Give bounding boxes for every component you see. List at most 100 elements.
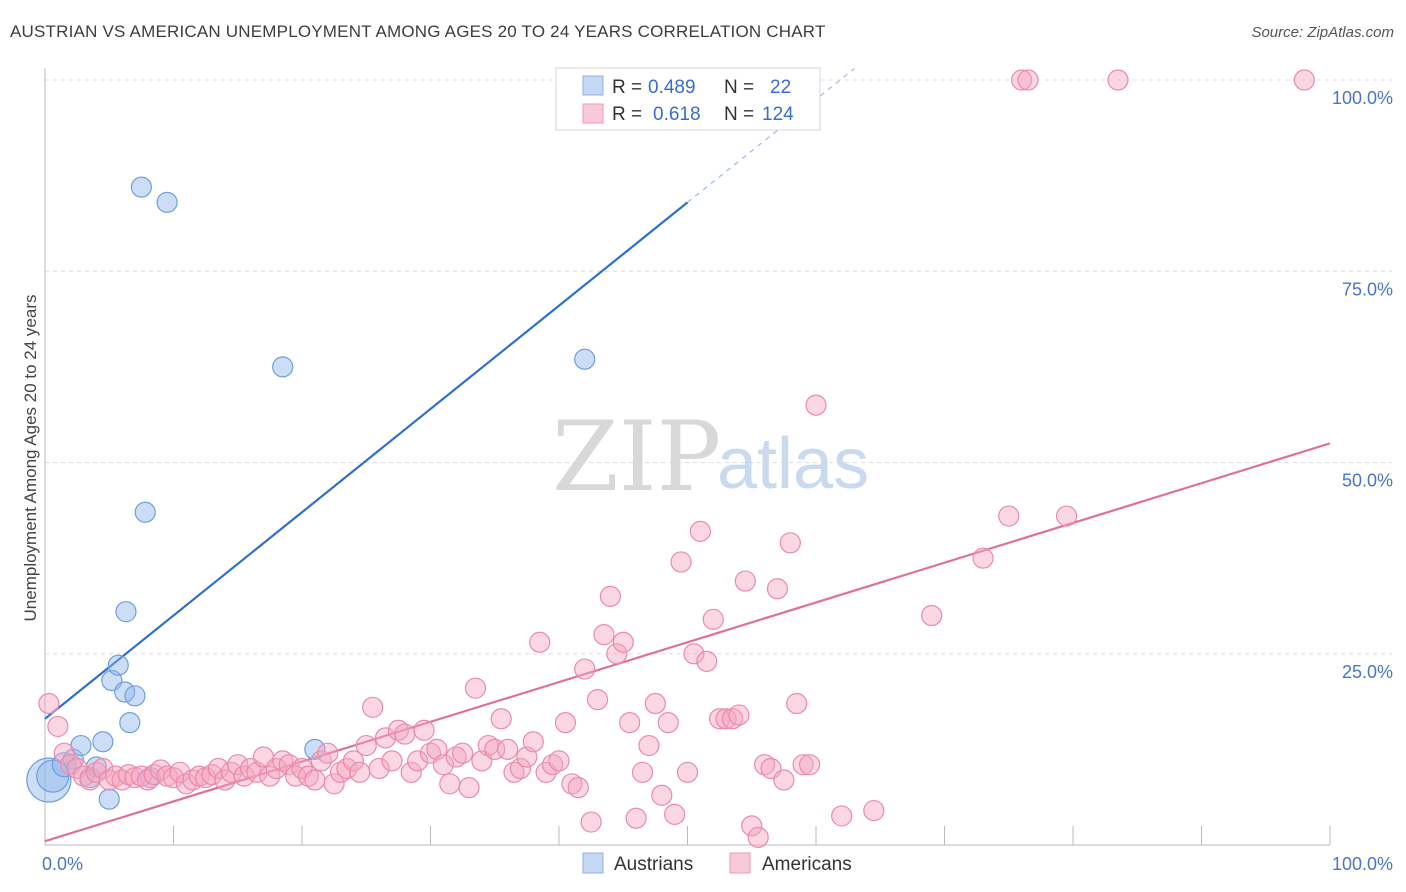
data-point	[182, 769, 204, 791]
data-point	[509, 757, 532, 780]
data-point	[921, 604, 943, 627]
data-point	[676, 761, 699, 783]
data-point	[664, 803, 686, 826]
data-point	[304, 769, 326, 791]
data-point	[47, 715, 69, 738]
data-point	[683, 643, 705, 665]
data-point	[119, 711, 141, 734]
data-point	[567, 777, 589, 799]
data-point	[452, 742, 474, 764]
y-tick-labels: 25.0% 50.0% 75.0% 100.0%	[1332, 88, 1393, 682]
data-point	[413, 719, 435, 741]
data-point	[134, 501, 156, 523]
data-point	[349, 761, 371, 783]
data-point	[98, 788, 120, 810]
data-point	[72, 765, 95, 787]
data-point	[670, 551, 692, 573]
data-point	[278, 754, 300, 776]
data-point	[464, 677, 487, 699]
y-tick-label: 100.0%	[1332, 88, 1393, 108]
legend-n-label: N =	[724, 77, 754, 98]
y-axis-label: Unemployment Among Ages 20 to 24 years	[21, 295, 40, 622]
legend-r-value: 0.489	[648, 77, 696, 98]
data-point	[625, 807, 647, 829]
data-point	[381, 750, 403, 772]
data-point	[998, 505, 1020, 527]
data-point	[574, 348, 596, 370]
bottom-legend-swatch-americans	[729, 852, 751, 874]
data-point	[400, 761, 422, 783]
gridlines	[45, 79, 1392, 655]
data-point	[831, 805, 853, 827]
data-point	[599, 585, 622, 607]
trendline-austrians	[44, 201, 689, 720]
data-point	[612, 631, 634, 653]
correlation-legend: R = 0.489 N = 22 R = 0.618 N = 124	[555, 67, 821, 131]
data-point	[753, 754, 776, 776]
data-point	[92, 757, 114, 780]
axes	[44, 68, 1331, 846]
series-americans	[38, 69, 1315, 848]
data-points	[26, 69, 1315, 848]
data-point	[863, 799, 885, 822]
data-point	[490, 708, 512, 730]
data-point	[548, 750, 570, 772]
data-point	[773, 769, 795, 791]
data-point	[175, 773, 197, 795]
data-point	[387, 719, 409, 741]
data-point	[696, 650, 718, 673]
data-point	[580, 811, 602, 833]
data-point	[1293, 69, 1315, 91]
data-point	[156, 765, 178, 787]
data-point	[689, 520, 711, 542]
data-point	[554, 711, 577, 734]
x-tick-label: 0.0%	[42, 854, 83, 874]
watermark-atlas: atlas	[717, 424, 869, 504]
data-point	[522, 731, 544, 753]
data-point	[529, 631, 551, 653]
data-point	[445, 746, 467, 768]
data-point	[458, 777, 480, 799]
data-point	[702, 608, 724, 630]
watermark: ZIP atlas	[552, 401, 869, 513]
legend-n-value: 124	[762, 104, 794, 125]
legend-n-value: 22	[770, 77, 791, 98]
y-tick-label: 25.0%	[1342, 662, 1393, 682]
data-point	[728, 704, 750, 726]
data-point	[272, 356, 294, 378]
data-point	[574, 658, 596, 680]
data-point	[156, 191, 178, 213]
trendlines	[44, 68, 1331, 843]
data-point	[317, 742, 339, 764]
x-tick-label: 100.0%	[1332, 854, 1393, 874]
data-point	[1055, 505, 1078, 527]
legend-r-label: R =	[612, 77, 642, 98]
data-point	[362, 696, 384, 718]
data-point	[484, 738, 506, 760]
data-point	[92, 731, 114, 753]
data-point	[586, 689, 609, 711]
data-point	[766, 578, 789, 600]
data-point	[98, 769, 120, 791]
data-point	[394, 723, 416, 745]
data-point	[541, 754, 564, 776]
data-point	[272, 750, 294, 772]
y-tick-label: 75.0%	[1342, 279, 1393, 299]
data-point	[227, 754, 249, 776]
data-point	[407, 750, 429, 772]
x-tick-labels: 0.0% 100.0%	[42, 854, 1393, 874]
data-point	[368, 757, 390, 780]
data-point	[1107, 69, 1129, 91]
data-point	[972, 547, 994, 569]
data-point	[439, 773, 461, 795]
data-point	[805, 394, 827, 416]
data-point	[124, 685, 146, 707]
data-point	[715, 708, 737, 730]
y-tick-label: 50.0%	[1342, 471, 1393, 491]
data-point	[561, 773, 583, 795]
data-point	[107, 654, 129, 676]
data-point	[297, 765, 320, 787]
chart-source: Source: ZipAtlas.com	[1251, 24, 1394, 41]
legend-r-value: 0.618	[653, 104, 701, 125]
